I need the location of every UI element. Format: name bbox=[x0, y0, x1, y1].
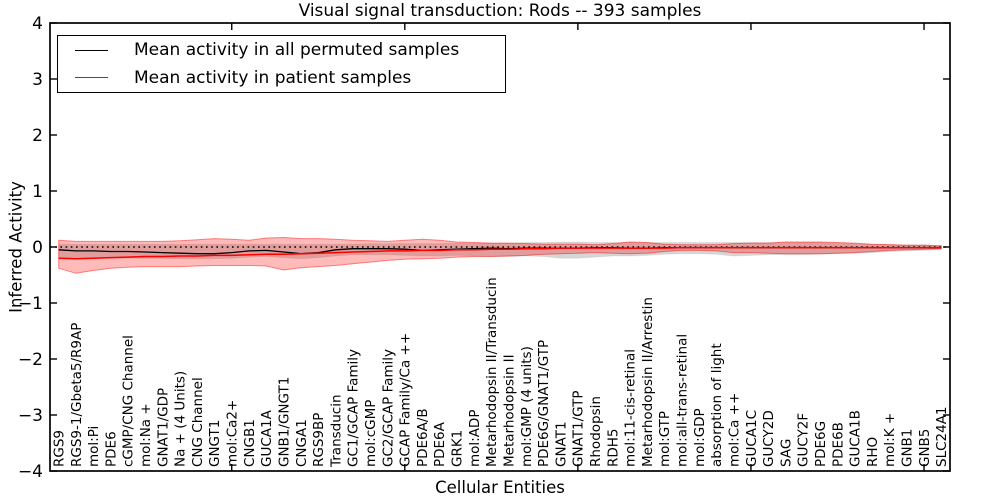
x-category-label: GNB1/GNGT1 bbox=[276, 377, 292, 467]
x-category-label: GUCA1C bbox=[744, 410, 760, 467]
x-category-label: PDE6A/B bbox=[415, 408, 431, 467]
x-category-label: RHO bbox=[865, 437, 881, 467]
x-category-label: mol:GMP (4 units) bbox=[519, 346, 535, 467]
red-line-swatch-icon bbox=[75, 77, 108, 79]
x-category-label: mol:K + bbox=[882, 413, 898, 467]
x-category-label: Metarhodopsin II/Arrestin bbox=[640, 297, 656, 467]
x-category-label: mol:Pi bbox=[86, 426, 102, 467]
x-category-label: GRK1 bbox=[450, 430, 466, 467]
y-tick-label: −3 bbox=[18, 406, 43, 426]
x-category-label: RGS9 bbox=[51, 430, 67, 467]
x-category-label: CNGB1 bbox=[242, 419, 258, 467]
x-category-label: PDE6A bbox=[432, 421, 448, 467]
x-category-label: absorption of light bbox=[709, 343, 725, 467]
x-category-label: GNB1 bbox=[900, 429, 916, 467]
patient-mean-line bbox=[58, 246, 942, 260]
x-category-label: GNAT1 bbox=[553, 421, 569, 467]
x-category-label: mol:all-trans-retinal bbox=[675, 334, 691, 467]
y-tick-label: −1 bbox=[18, 294, 43, 314]
x-category-label: Na + (4 Units) bbox=[173, 371, 189, 467]
x-category-label: Metarhodopsin II/Transducin bbox=[484, 277, 500, 467]
y-tick-label: 4 bbox=[32, 14, 43, 34]
x-category-label: PDE6G bbox=[813, 421, 829, 467]
x-category-label: PDE6 bbox=[103, 431, 119, 467]
x-category-label: RGS9BP bbox=[311, 413, 327, 467]
x-category-label: SAG bbox=[778, 439, 794, 467]
x-category-label: GNAT1/GTP bbox=[571, 391, 587, 468]
legend-item-patient: Mean activity in patient samples bbox=[58, 65, 505, 91]
x-category-label: RDH5 bbox=[605, 428, 621, 467]
y-tick-label: −4 bbox=[18, 462, 43, 482]
x-category-label: GUCA1B bbox=[848, 410, 864, 467]
x-category-label: mol:ADP bbox=[467, 410, 483, 467]
chart-title: Visual signal transduction: Rods -- 393 … bbox=[298, 1, 702, 21]
x-category-label: GUCY2D bbox=[761, 410, 777, 467]
y-axis-label: Inferred Activity bbox=[6, 181, 26, 313]
x-category-label: cGMP/CNG Channel bbox=[121, 335, 137, 467]
x-category-label: GUCY2F bbox=[796, 413, 812, 467]
x-category-label: Transducin bbox=[328, 394, 344, 468]
x-category-label: mol:GDP bbox=[692, 408, 708, 467]
x-category-label: mol:11-cis-retinal bbox=[623, 349, 639, 467]
y-tick-label: 1 bbox=[32, 182, 43, 202]
x-category-label: mol:cGMP bbox=[363, 400, 379, 467]
legend-label-patient: Mean activity in patient samples bbox=[134, 67, 412, 88]
x-category-label: CNG Channel bbox=[190, 377, 206, 467]
x-category-label: mol:Ca2+ bbox=[225, 400, 241, 467]
y-tick-label: −2 bbox=[18, 350, 43, 370]
legend-item-permuted: Mean activity in all permuted samples bbox=[58, 37, 505, 63]
x-category-label: PDE6B bbox=[830, 422, 846, 467]
x-category-label: PDE6G/GNAT1/GTP bbox=[536, 340, 552, 467]
y-tick-label: 0 bbox=[32, 238, 43, 258]
x-category-label: GC1/GCAP Family bbox=[346, 349, 362, 467]
y-tick-label: 3 bbox=[32, 70, 43, 90]
black-line-swatch-icon bbox=[75, 49, 108, 51]
legend-label-permuted: Mean activity in all permuted samples bbox=[134, 40, 460, 61]
x-axis-label: Cellular Entities bbox=[435, 478, 565, 497]
x-category-label: mol:Na + bbox=[138, 403, 154, 467]
legend: Mean activity in all permuted samples Me… bbox=[57, 35, 506, 93]
x-category-label: mol:Ca ++ bbox=[726, 393, 742, 467]
x-category-label: Rhodopsin bbox=[588, 396, 604, 467]
x-category-label: Metarhodopsin II bbox=[501, 354, 517, 467]
x-category-label: SLC24A1 bbox=[934, 406, 950, 467]
x-category-label: GNAT1/GDP bbox=[155, 388, 171, 467]
x-category-label: GNB5 bbox=[917, 429, 933, 467]
x-category-label: CNGA1 bbox=[294, 419, 310, 467]
x-category-label: GUCA1A bbox=[259, 409, 275, 467]
x-category-label: mol:GTP bbox=[657, 411, 673, 467]
x-category-label: RGS9-1/Gbeta5/R9AP bbox=[69, 323, 85, 467]
x-category-label: GNGT1 bbox=[207, 420, 223, 467]
y-tick-label: 2 bbox=[32, 126, 43, 146]
x-category-label: GCAP Family/Ca ++ bbox=[398, 333, 414, 467]
x-category-label: GC2/GCAP Family bbox=[380, 349, 396, 467]
